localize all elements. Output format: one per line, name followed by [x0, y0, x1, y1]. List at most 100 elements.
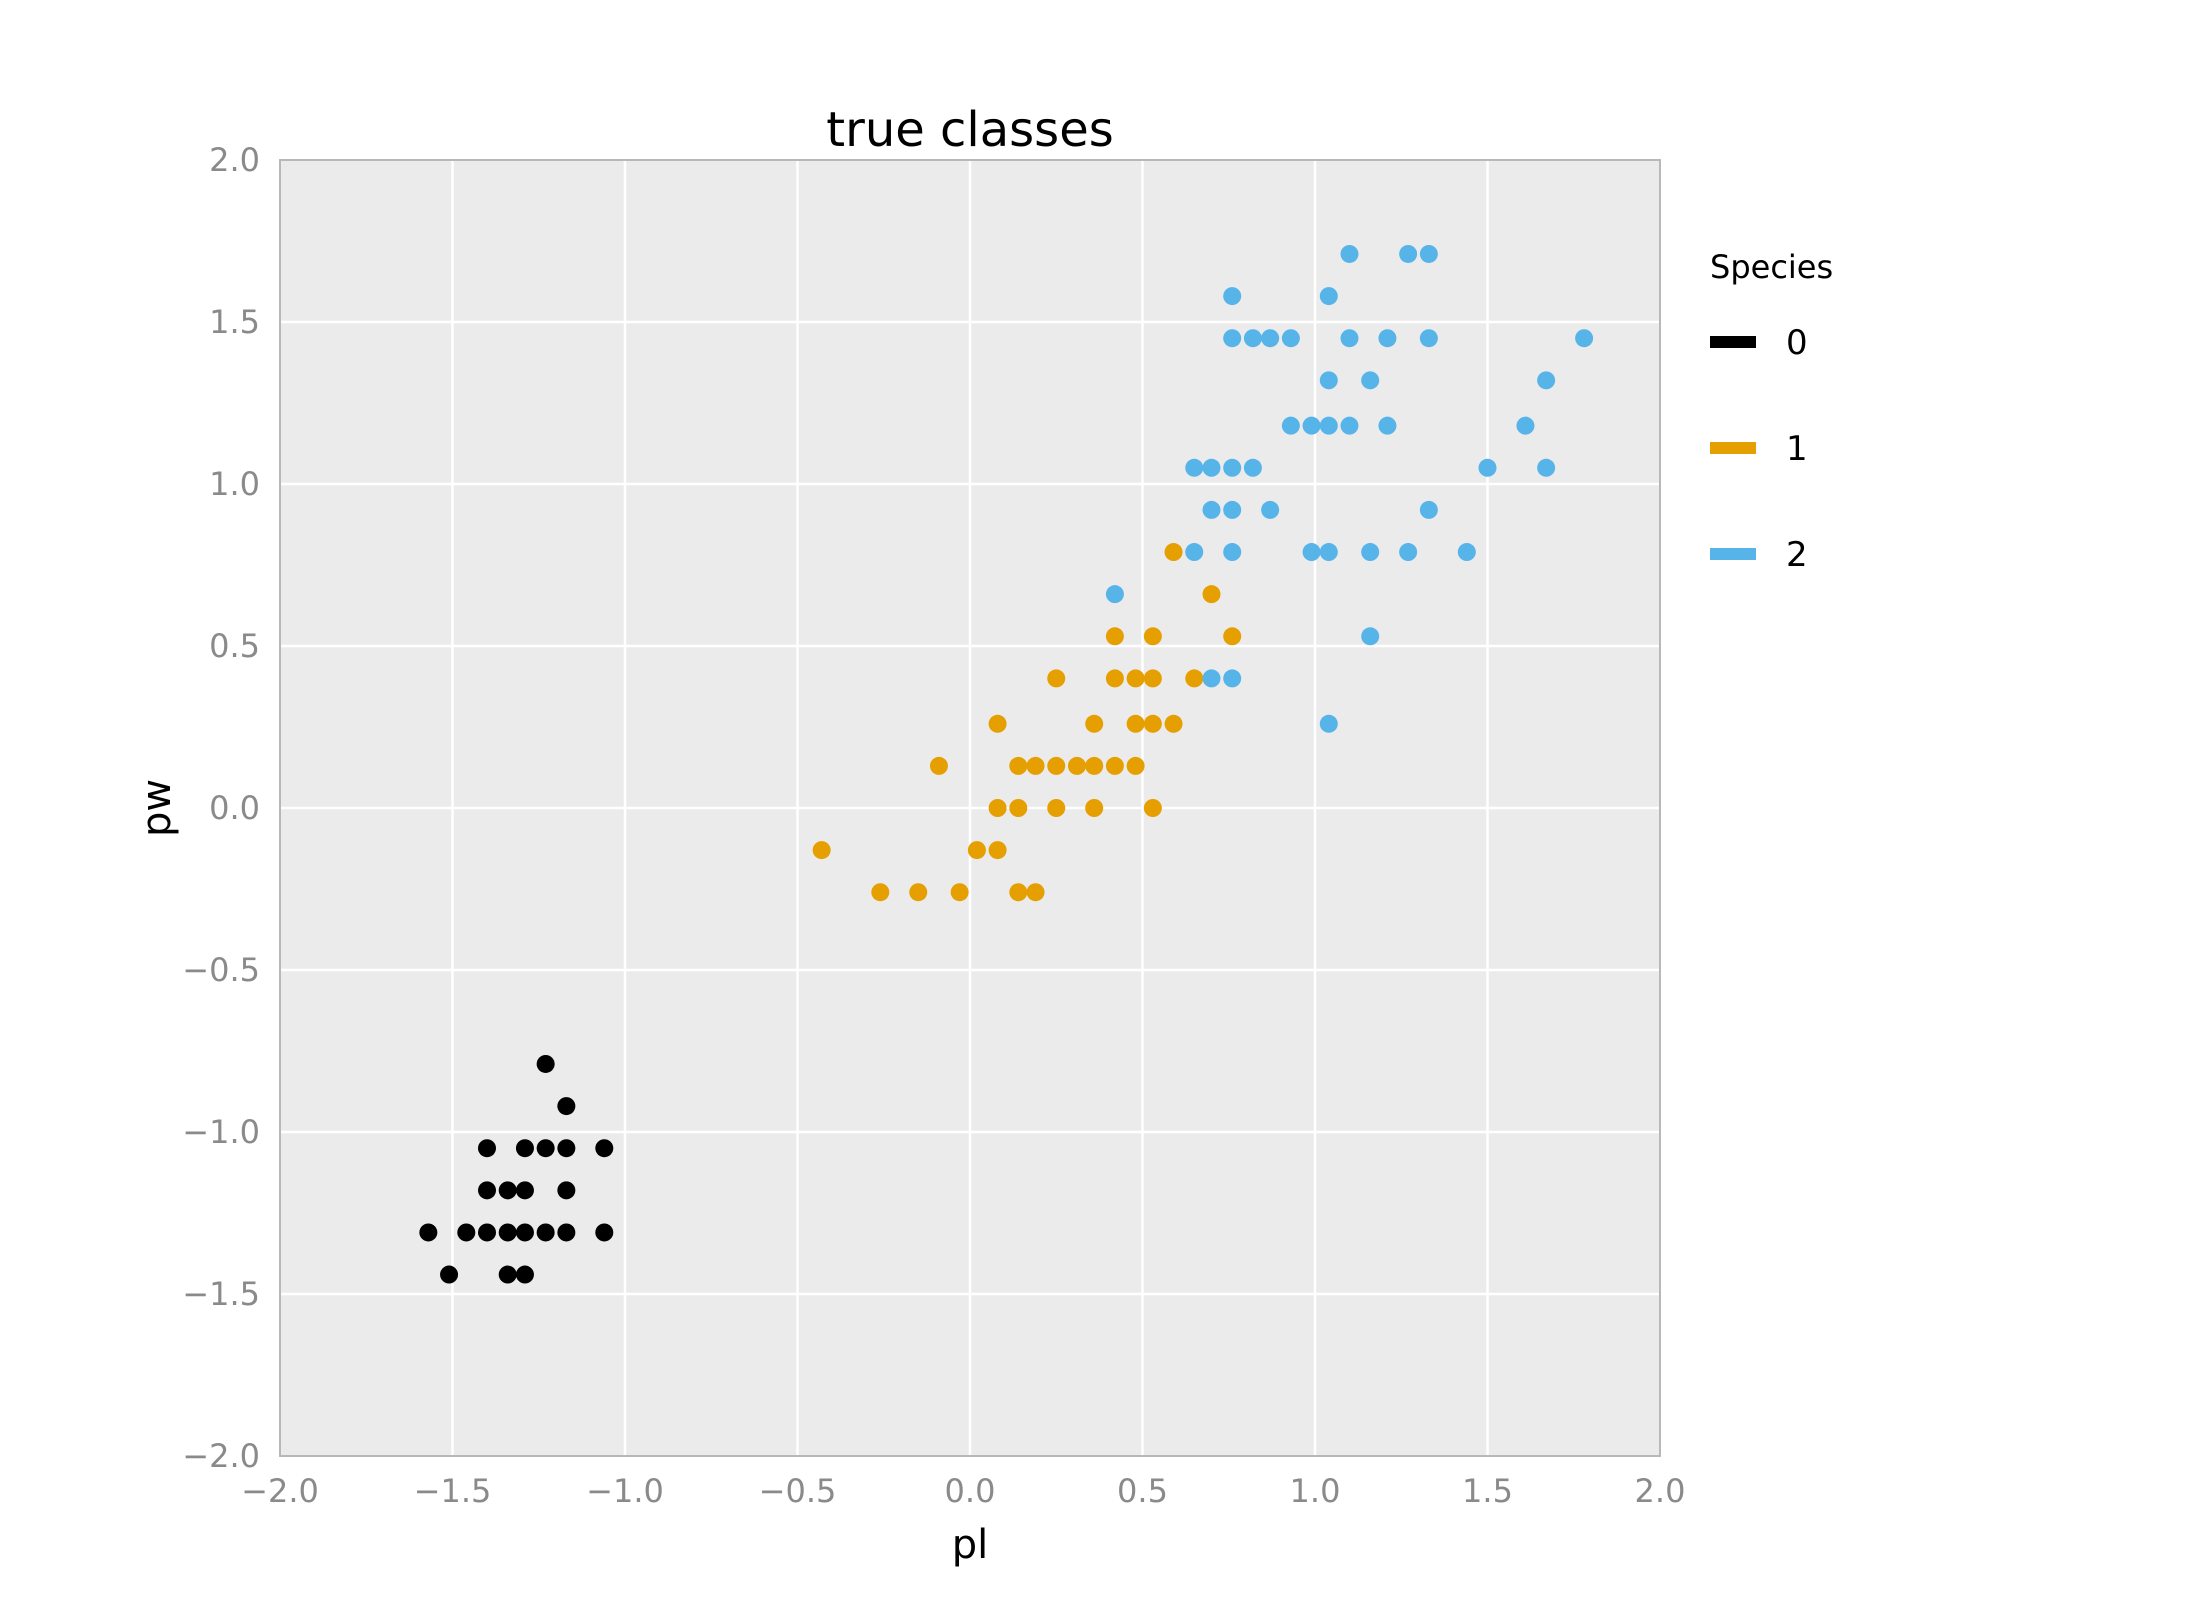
data-point: [950, 883, 969, 902]
data-point: [1419, 500, 1438, 519]
data-point: [536, 1223, 555, 1242]
x-tick-label: −1.5: [414, 1472, 492, 1510]
data-point: [1302, 543, 1321, 562]
x-tick-labels: −2.0 −1.5 −1.0 −0.5 0.0 0.5 1.0 1.5 2.0: [241, 1472, 1685, 1510]
data-point: [419, 1223, 438, 1242]
data-point: [536, 1139, 555, 1158]
data-point: [1126, 669, 1145, 688]
y-tick-label: 0.0: [209, 789, 260, 827]
data-point: [1340, 416, 1359, 435]
data-point: [1575, 329, 1594, 348]
data-point: [1202, 585, 1221, 604]
data-point: [515, 1181, 534, 1200]
x-tick-label: 1.5: [1462, 1472, 1513, 1510]
data-point: [1126, 714, 1145, 733]
data-point: [1223, 458, 1242, 477]
data-point: [1185, 543, 1204, 562]
data-point: [1302, 416, 1321, 435]
data-point: [1419, 244, 1438, 263]
data-point: [1164, 714, 1183, 733]
data-point: [909, 883, 928, 902]
data-point: [1361, 543, 1380, 562]
data-point: [1009, 883, 1028, 902]
data-point: [515, 1265, 534, 1284]
data-point: [557, 1097, 576, 1116]
data-point: [1378, 329, 1397, 348]
data-point: [557, 1223, 576, 1242]
data-point: [1223, 500, 1242, 519]
legend: Species 0 1 2: [1710, 248, 1833, 575]
legend-label-1: 1: [1786, 429, 1808, 469]
data-point: [557, 1181, 576, 1200]
data-point: [1243, 458, 1262, 477]
series-1: [812, 543, 1242, 902]
legend-label-2: 2: [1786, 535, 1808, 575]
x-tick-label: 0.0: [945, 1472, 996, 1510]
data-points: [419, 244, 1594, 1284]
data-point: [1085, 756, 1104, 775]
data-point: [1319, 543, 1338, 562]
legend-title: Species: [1710, 248, 1833, 286]
data-point: [1047, 756, 1066, 775]
data-point: [1261, 500, 1280, 519]
legend-swatch-2: [1710, 548, 1756, 560]
x-tick-label: 2.0: [1635, 1472, 1686, 1510]
y-tick-label: −1.0: [182, 1113, 260, 1151]
data-point: [515, 1139, 534, 1158]
data-point: [498, 1265, 517, 1284]
data-point: [1478, 458, 1497, 477]
data-point: [1223, 287, 1242, 306]
data-point: [1361, 371, 1380, 390]
x-tick-label: 1.0: [1290, 1472, 1341, 1510]
data-point: [967, 841, 986, 860]
data-point: [557, 1139, 576, 1158]
data-point: [478, 1139, 496, 1158]
data-point: [1047, 669, 1066, 688]
data-point: [1223, 329, 1242, 348]
y-tick-label: −2.0: [182, 1437, 260, 1475]
data-point: [1164, 543, 1183, 562]
data-point: [1340, 244, 1359, 263]
data-point: [1419, 329, 1438, 348]
data-point: [1261, 329, 1280, 348]
x-axis-label: pl: [952, 1522, 989, 1568]
x-tick-label: −2.0: [241, 1472, 319, 1510]
legend-swatch-1: [1710, 442, 1756, 454]
data-point: [988, 714, 1007, 733]
data-point: [1143, 627, 1162, 646]
data-point: [1537, 458, 1556, 477]
data-point: [498, 1181, 517, 1200]
y-tick-label: 2.0: [209, 141, 260, 179]
data-point: [478, 1223, 496, 1242]
data-point: [1281, 416, 1300, 435]
data-point: [1105, 756, 1124, 775]
data-point: [1319, 287, 1338, 306]
legend-label-0: 0: [1786, 323, 1808, 363]
data-point: [1223, 627, 1242, 646]
data-point: [1085, 714, 1104, 733]
data-point: [1067, 756, 1086, 775]
data-point: [1009, 756, 1028, 775]
data-point: [1378, 416, 1397, 435]
data-point: [1047, 799, 1066, 817]
data-point: [440, 1265, 459, 1284]
data-point: [1243, 329, 1262, 348]
data-point: [1202, 500, 1221, 519]
grid-lines: [280, 160, 1660, 1456]
data-point: [595, 1223, 614, 1242]
data-point: [988, 841, 1007, 860]
x-tick-label: −1.0: [586, 1472, 664, 1510]
data-point: [478, 1181, 496, 1200]
data-point: [1185, 669, 1204, 688]
data-point: [1105, 669, 1124, 688]
data-point: [812, 841, 831, 860]
y-axis-label: pw: [134, 779, 180, 837]
data-point: [1223, 669, 1242, 688]
data-point: [1126, 756, 1145, 775]
y-tick-label: 0.5: [209, 627, 260, 665]
data-point: [1143, 714, 1162, 733]
data-point: [1105, 585, 1124, 604]
series-0: [419, 1054, 614, 1284]
data-point: [1340, 329, 1359, 348]
